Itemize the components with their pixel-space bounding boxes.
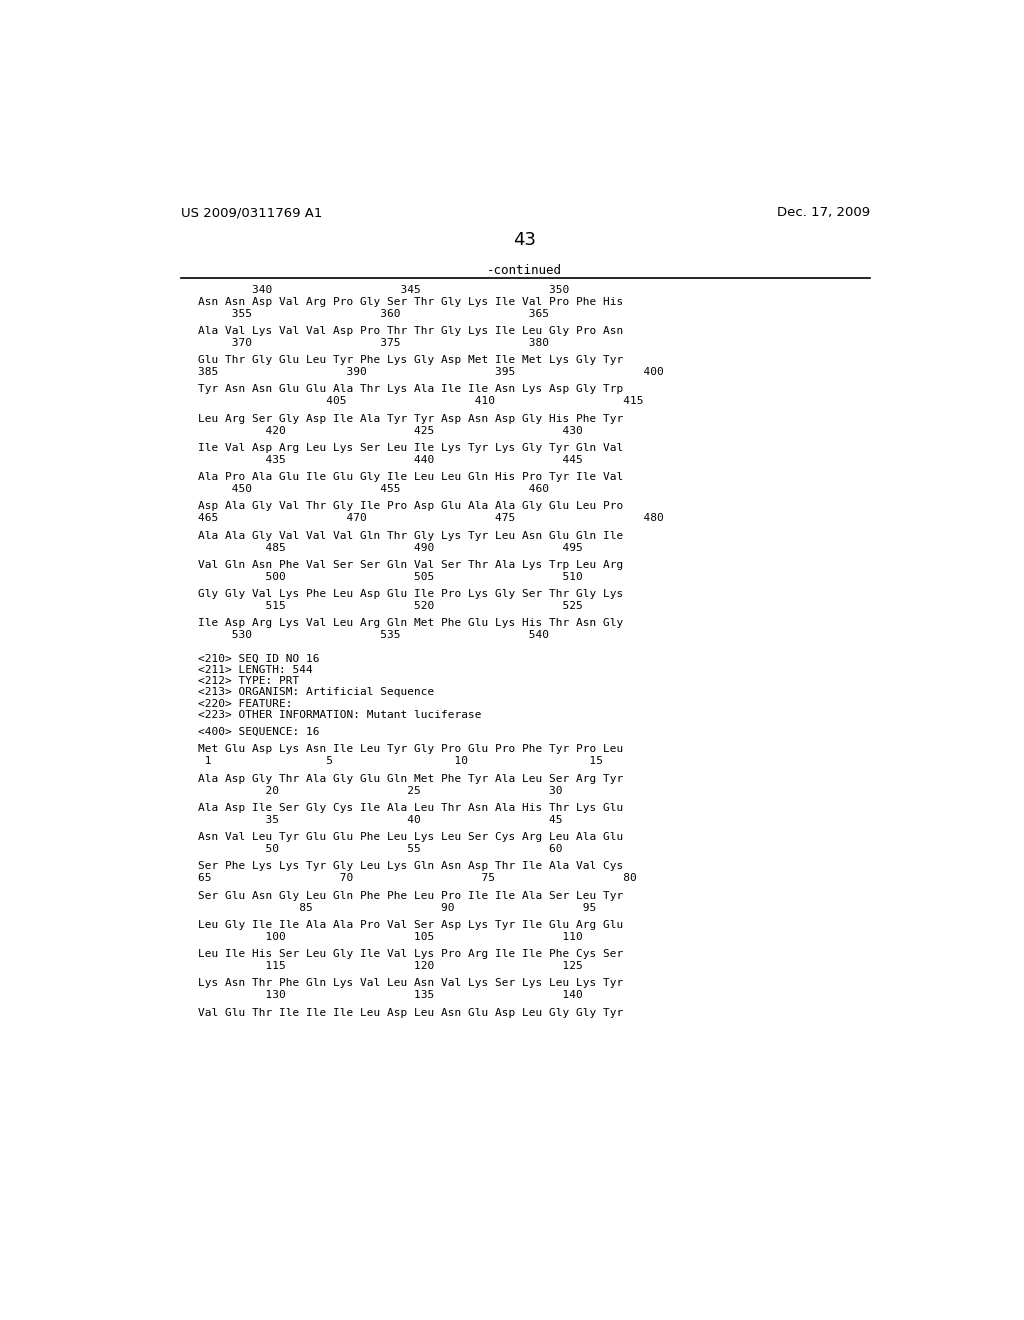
Text: <220> FEATURE:: <220> FEATURE:	[198, 698, 292, 709]
Text: Met Glu Asp Lys Asn Ile Leu Tyr Gly Pro Glu Pro Phe Tyr Pro Leu: Met Glu Asp Lys Asn Ile Leu Tyr Gly Pro …	[198, 744, 623, 754]
Text: Gly Gly Val Lys Phe Leu Asp Glu Ile Pro Lys Gly Ser Thr Gly Lys: Gly Gly Val Lys Phe Leu Asp Glu Ile Pro …	[198, 589, 623, 599]
Text: 50                   55                   60: 50 55 60	[198, 843, 562, 854]
Text: 340                   345                   350: 340 345 350	[198, 285, 569, 296]
Text: 435                   440                   445: 435 440 445	[198, 455, 583, 465]
Text: Dec. 17, 2009: Dec. 17, 2009	[777, 206, 870, 219]
Text: 1                 5                  10                  15: 1 5 10 15	[198, 756, 603, 767]
Text: 85                   90                   95: 85 90 95	[198, 903, 596, 912]
Text: Ala Val Lys Val Val Asp Pro Thr Thr Gly Lys Ile Leu Gly Pro Asn: Ala Val Lys Val Val Asp Pro Thr Thr Gly …	[198, 326, 623, 335]
Text: 370                   375                   380: 370 375 380	[198, 338, 549, 347]
Text: 100                   105                   110: 100 105 110	[198, 932, 583, 942]
Text: US 2009/0311769 A1: US 2009/0311769 A1	[180, 206, 323, 219]
Text: 35                   40                   45: 35 40 45	[198, 814, 562, 825]
Text: 65                   70                   75                   80: 65 70 75 80	[198, 874, 637, 883]
Text: Asp Ala Gly Val Thr Gly Ile Pro Asp Glu Ala Ala Gly Glu Leu Pro: Asp Ala Gly Val Thr Gly Ile Pro Asp Glu …	[198, 502, 623, 511]
Text: Asn Asn Asp Val Arg Pro Gly Ser Thr Gly Lys Ile Val Pro Phe His: Asn Asn Asp Val Arg Pro Gly Ser Thr Gly …	[198, 297, 623, 306]
Text: Leu Gly Ile Ile Ala Ala Pro Val Ser Asp Lys Tyr Ile Glu Arg Glu: Leu Gly Ile Ile Ala Ala Pro Val Ser Asp …	[198, 920, 623, 929]
Text: 485                   490                   495: 485 490 495	[198, 543, 583, 553]
Text: Ala Asp Ile Ser Gly Cys Ile Ala Leu Thr Asn Ala His Thr Lys Glu: Ala Asp Ile Ser Gly Cys Ile Ala Leu Thr …	[198, 803, 623, 813]
Text: <210> SEQ ID NO 16: <210> SEQ ID NO 16	[198, 653, 319, 664]
Text: Tyr Asn Asn Glu Glu Ala Thr Lys Ala Ile Ile Asn Lys Asp Gly Trp: Tyr Asn Asn Glu Glu Ala Thr Lys Ala Ile …	[198, 384, 623, 395]
Text: <400> SEQUENCE: 16: <400> SEQUENCE: 16	[198, 727, 319, 737]
Text: 43: 43	[513, 231, 537, 248]
Text: Leu Arg Ser Gly Asp Ile Ala Tyr Tyr Asp Asn Asp Gly His Phe Tyr: Leu Arg Ser Gly Asp Ile Ala Tyr Tyr Asp …	[198, 413, 623, 424]
Text: 355                   360                   365: 355 360 365	[198, 309, 549, 318]
Text: 530                   535                   540: 530 535 540	[198, 631, 549, 640]
Text: <211> LENGTH: 544: <211> LENGTH: 544	[198, 665, 312, 675]
Text: Ala Ala Gly Val Val Val Gln Thr Gly Lys Tyr Leu Asn Glu Gln Ile: Ala Ala Gly Val Val Val Gln Thr Gly Lys …	[198, 531, 623, 541]
Text: Glu Thr Gly Glu Leu Tyr Phe Lys Gly Asp Met Ile Met Lys Gly Tyr: Glu Thr Gly Glu Leu Tyr Phe Lys Gly Asp …	[198, 355, 623, 366]
Text: Ala Asp Gly Thr Ala Gly Glu Gln Met Phe Tyr Ala Leu Ser Arg Tyr: Ala Asp Gly Thr Ala Gly Glu Gln Met Phe …	[198, 774, 623, 784]
Text: Ser Phe Lys Lys Tyr Gly Leu Lys Gln Asn Asp Thr Ile Ala Val Cys: Ser Phe Lys Lys Tyr Gly Leu Lys Gln Asn …	[198, 862, 623, 871]
Text: Ile Val Asp Arg Leu Lys Ser Leu Ile Lys Tyr Lys Gly Tyr Gln Val: Ile Val Asp Arg Leu Lys Ser Leu Ile Lys …	[198, 444, 623, 453]
Text: 130                   135                   140: 130 135 140	[198, 990, 583, 1001]
Text: Asn Val Leu Tyr Glu Glu Phe Leu Lys Leu Ser Cys Arg Leu Ala Glu: Asn Val Leu Tyr Glu Glu Phe Leu Lys Leu …	[198, 832, 623, 842]
Text: 385                   390                   395                   400: 385 390 395 400	[198, 367, 664, 378]
Text: Leu Ile His Ser Leu Gly Ile Val Lys Pro Arg Ile Ile Phe Cys Ser: Leu Ile His Ser Leu Gly Ile Val Lys Pro …	[198, 949, 623, 960]
Text: 500                   505                   510: 500 505 510	[198, 572, 583, 582]
Text: <212> TYPE: PRT: <212> TYPE: PRT	[198, 676, 299, 686]
Text: 20                   25                   30: 20 25 30	[198, 785, 562, 796]
Text: Val Gln Asn Phe Val Ser Ser Gln Val Ser Thr Ala Lys Trp Leu Arg: Val Gln Asn Phe Val Ser Ser Gln Val Ser …	[198, 560, 623, 570]
Text: <223> OTHER INFORMATION: Mutant luciferase: <223> OTHER INFORMATION: Mutant lucifera…	[198, 710, 481, 719]
Text: Lys Asn Thr Phe Gln Lys Val Leu Asn Val Lys Ser Lys Leu Lys Tyr: Lys Asn Thr Phe Gln Lys Val Leu Asn Val …	[198, 978, 623, 989]
Text: Ala Pro Ala Glu Ile Glu Gly Ile Leu Leu Gln His Pro Tyr Ile Val: Ala Pro Ala Glu Ile Glu Gly Ile Leu Leu …	[198, 473, 623, 482]
Text: Ser Glu Asn Gly Leu Gln Phe Phe Leu Pro Ile Ile Ala Ser Leu Tyr: Ser Glu Asn Gly Leu Gln Phe Phe Leu Pro …	[198, 891, 623, 900]
Text: 115                   120                   125: 115 120 125	[198, 961, 583, 972]
Text: Val Glu Thr Ile Ile Ile Leu Asp Leu Asn Glu Asp Leu Gly Gly Tyr: Val Glu Thr Ile Ile Ile Leu Asp Leu Asn …	[198, 1007, 623, 1018]
Text: -continued: -continued	[487, 264, 562, 277]
Text: 405                   410                   415: 405 410 415	[198, 396, 643, 407]
Text: 420                   425                   430: 420 425 430	[198, 425, 583, 436]
Text: 450                   455                   460: 450 455 460	[198, 484, 549, 494]
Text: 515                   520                   525: 515 520 525	[198, 601, 583, 611]
Text: <213> ORGANISM: Artificial Sequence: <213> ORGANISM: Artificial Sequence	[198, 688, 434, 697]
Text: 465                   470                   475                   480: 465 470 475 480	[198, 513, 664, 523]
Text: Ile Asp Arg Lys Val Leu Arg Gln Met Phe Glu Lys His Thr Asn Gly: Ile Asp Arg Lys Val Leu Arg Gln Met Phe …	[198, 619, 623, 628]
